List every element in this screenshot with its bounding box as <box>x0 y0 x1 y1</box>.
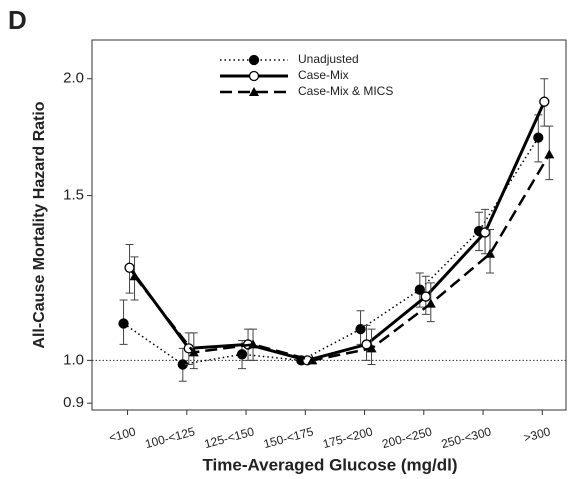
triangle-marker <box>249 87 259 96</box>
y-tick-label: 1.0 <box>63 351 84 368</box>
x-tick-label: 175-<200 <box>321 424 374 451</box>
y-axis-label: All-Cause Mortality Hazard Ratio <box>31 101 48 348</box>
x-tick-label: 200-<250 <box>380 424 433 451</box>
triangle-marker <box>307 355 318 365</box>
circle-marker <box>533 132 544 143</box>
series-line <box>128 101 546 362</box>
circle-marker <box>248 54 260 66</box>
y-tick-label: 0.9 <box>63 394 84 411</box>
triangle-marker <box>544 149 555 159</box>
triangle-marker <box>485 248 496 258</box>
circle-marker <box>248 70 260 82</box>
circle-marker <box>236 349 248 360</box>
x-axis-label: Time-Averaged Glucose (mg/dl) <box>202 455 457 474</box>
plot-frame <box>91 39 567 411</box>
legend-label: Unadjusted <box>298 52 359 66</box>
y-tick-label: 2.0 <box>63 70 84 87</box>
x-tick-label: <100 <box>107 424 137 445</box>
circle-marker <box>355 323 366 335</box>
triangle-marker <box>248 339 259 349</box>
legend-label: Case-Mix <box>298 68 349 82</box>
x-tick-label: 100-<125 <box>143 424 196 451</box>
circle-marker <box>118 318 129 329</box>
series-line <box>123 137 539 366</box>
circle-marker <box>420 291 431 302</box>
circle-marker <box>539 96 550 107</box>
panel-label: D <box>8 5 27 35</box>
circle-marker <box>124 262 135 273</box>
circle-marker <box>414 284 425 295</box>
legend-label: Case-Mix & MICS <box>298 84 393 98</box>
triangle-marker <box>129 271 140 281</box>
x-tick-label: 125-<150 <box>203 424 256 451</box>
x-tick-label: >300 <box>522 424 552 445</box>
x-tick-label: 150-<175 <box>262 424 315 451</box>
series-line <box>133 153 551 362</box>
x-tick-label: 250-<300 <box>440 424 493 451</box>
triangle-marker <box>188 347 199 357</box>
y-tick-label: 1.5 <box>63 187 84 204</box>
triangle-marker <box>366 343 377 353</box>
triangle-marker <box>425 298 436 308</box>
